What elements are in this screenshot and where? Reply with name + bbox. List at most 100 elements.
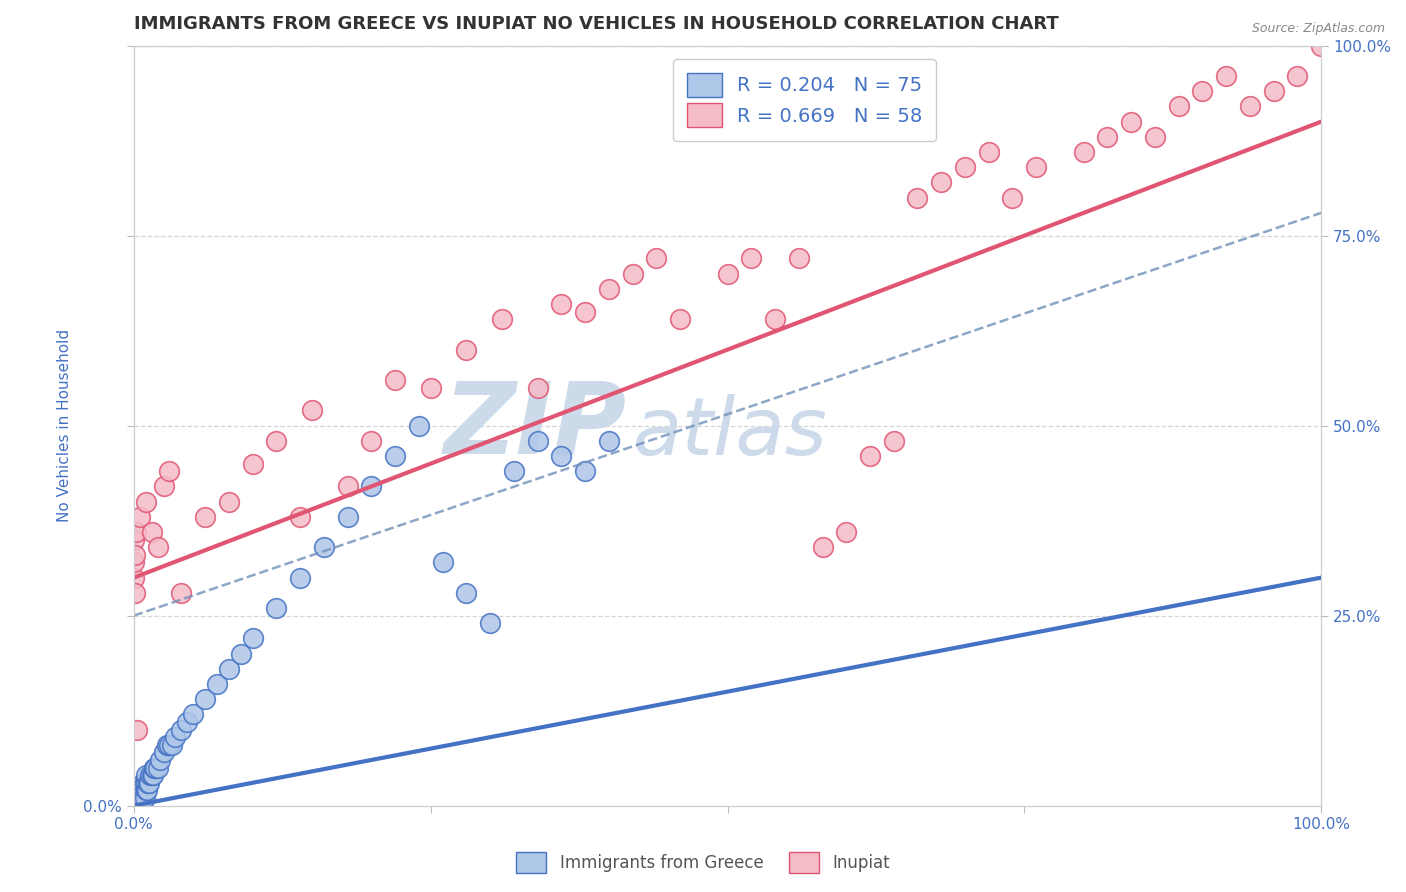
Point [763, 312, 786, 326]
Point [128, 509, 150, 524]
Point [194, 509, 217, 524]
Point [432, 556, 454, 570]
Point [408, 418, 430, 433]
Point [1239, 99, 1261, 113]
Point [645, 252, 668, 266]
Point [122, 798, 145, 813]
Point [1121, 114, 1143, 128]
Point [170, 586, 193, 600]
Point [141, 768, 163, 782]
Point [598, 282, 620, 296]
Point [122, 571, 145, 585]
Point [1310, 38, 1333, 53]
Point [550, 297, 572, 311]
Point [122, 798, 145, 813]
Point [740, 252, 762, 266]
Point [127, 723, 149, 737]
Point [787, 252, 810, 266]
Point [156, 738, 179, 752]
Point [125, 783, 148, 797]
Point [131, 791, 153, 805]
Point [143, 761, 166, 775]
Legend: R = 0.204   N = 75, R = 0.669   N = 58: R = 0.204 N = 75, R = 0.669 N = 58 [673, 59, 936, 141]
Point [129, 783, 152, 797]
Point [384, 373, 406, 387]
Point [125, 798, 148, 813]
Point [479, 616, 502, 631]
Point [266, 434, 288, 448]
Point [811, 540, 834, 554]
Point [124, 798, 146, 813]
Text: IMMIGRANTS FROM GREECE VS INUPIAT NO VEHICLES IN HOUSEHOLD CORRELATION CHART: IMMIGRANTS FROM GREECE VS INUPIAT NO VEH… [134, 15, 1059, 33]
Point [574, 304, 596, 318]
Point [835, 524, 858, 539]
Point [159, 464, 181, 478]
Point [134, 791, 156, 805]
Point [242, 457, 264, 471]
Point [127, 791, 149, 805]
Point [128, 791, 150, 805]
Point [129, 791, 152, 805]
Y-axis label: No Vehicles in Household: No Vehicles in Household [58, 329, 72, 522]
Point [929, 176, 952, 190]
Point [181, 707, 204, 722]
Point [1073, 145, 1095, 159]
Point [176, 714, 198, 729]
Point [124, 798, 146, 813]
Point [218, 662, 240, 676]
Point [716, 267, 738, 281]
Point [135, 494, 157, 508]
Point [127, 798, 149, 813]
Point [266, 601, 288, 615]
Point [128, 798, 150, 813]
Point [124, 548, 146, 562]
Text: ZIP: ZIP [444, 377, 627, 475]
Point [127, 798, 149, 813]
Point [205, 677, 228, 691]
Legend: Immigrants from Greece, Inupiat: Immigrants from Greece, Inupiat [510, 846, 896, 880]
Point [124, 791, 146, 805]
Point [152, 479, 174, 493]
Point [124, 798, 146, 813]
Text: atlas: atlas [633, 394, 827, 472]
Point [621, 267, 644, 281]
Point [526, 434, 548, 448]
Point [131, 783, 153, 797]
Point [218, 494, 240, 508]
Point [1025, 161, 1047, 175]
Point [360, 479, 382, 493]
Point [502, 464, 524, 478]
Point [135, 768, 157, 782]
Point [135, 776, 157, 790]
Point [135, 783, 157, 797]
Point [1191, 84, 1213, 98]
Point [125, 798, 148, 813]
Text: Source: ZipAtlas.com: Source: ZipAtlas.com [1251, 22, 1385, 36]
Point [229, 647, 252, 661]
Point [165, 730, 187, 744]
Point [146, 540, 169, 554]
Point [160, 738, 183, 752]
Point [152, 745, 174, 759]
Point [1286, 69, 1309, 83]
Point [141, 524, 163, 539]
Point [907, 191, 929, 205]
Point [132, 776, 155, 790]
Point [669, 312, 692, 326]
Point [122, 798, 145, 813]
Point [1097, 129, 1119, 144]
Point [142, 768, 165, 782]
Point [456, 586, 478, 600]
Point [419, 381, 441, 395]
Point [574, 464, 596, 478]
Point [859, 449, 882, 463]
Point [134, 776, 156, 790]
Point [125, 791, 148, 805]
Point [139, 768, 162, 782]
Point [883, 434, 905, 448]
Point [456, 343, 478, 357]
Point [242, 632, 264, 646]
Point [146, 761, 169, 775]
Point [159, 738, 181, 752]
Point [128, 798, 150, 813]
